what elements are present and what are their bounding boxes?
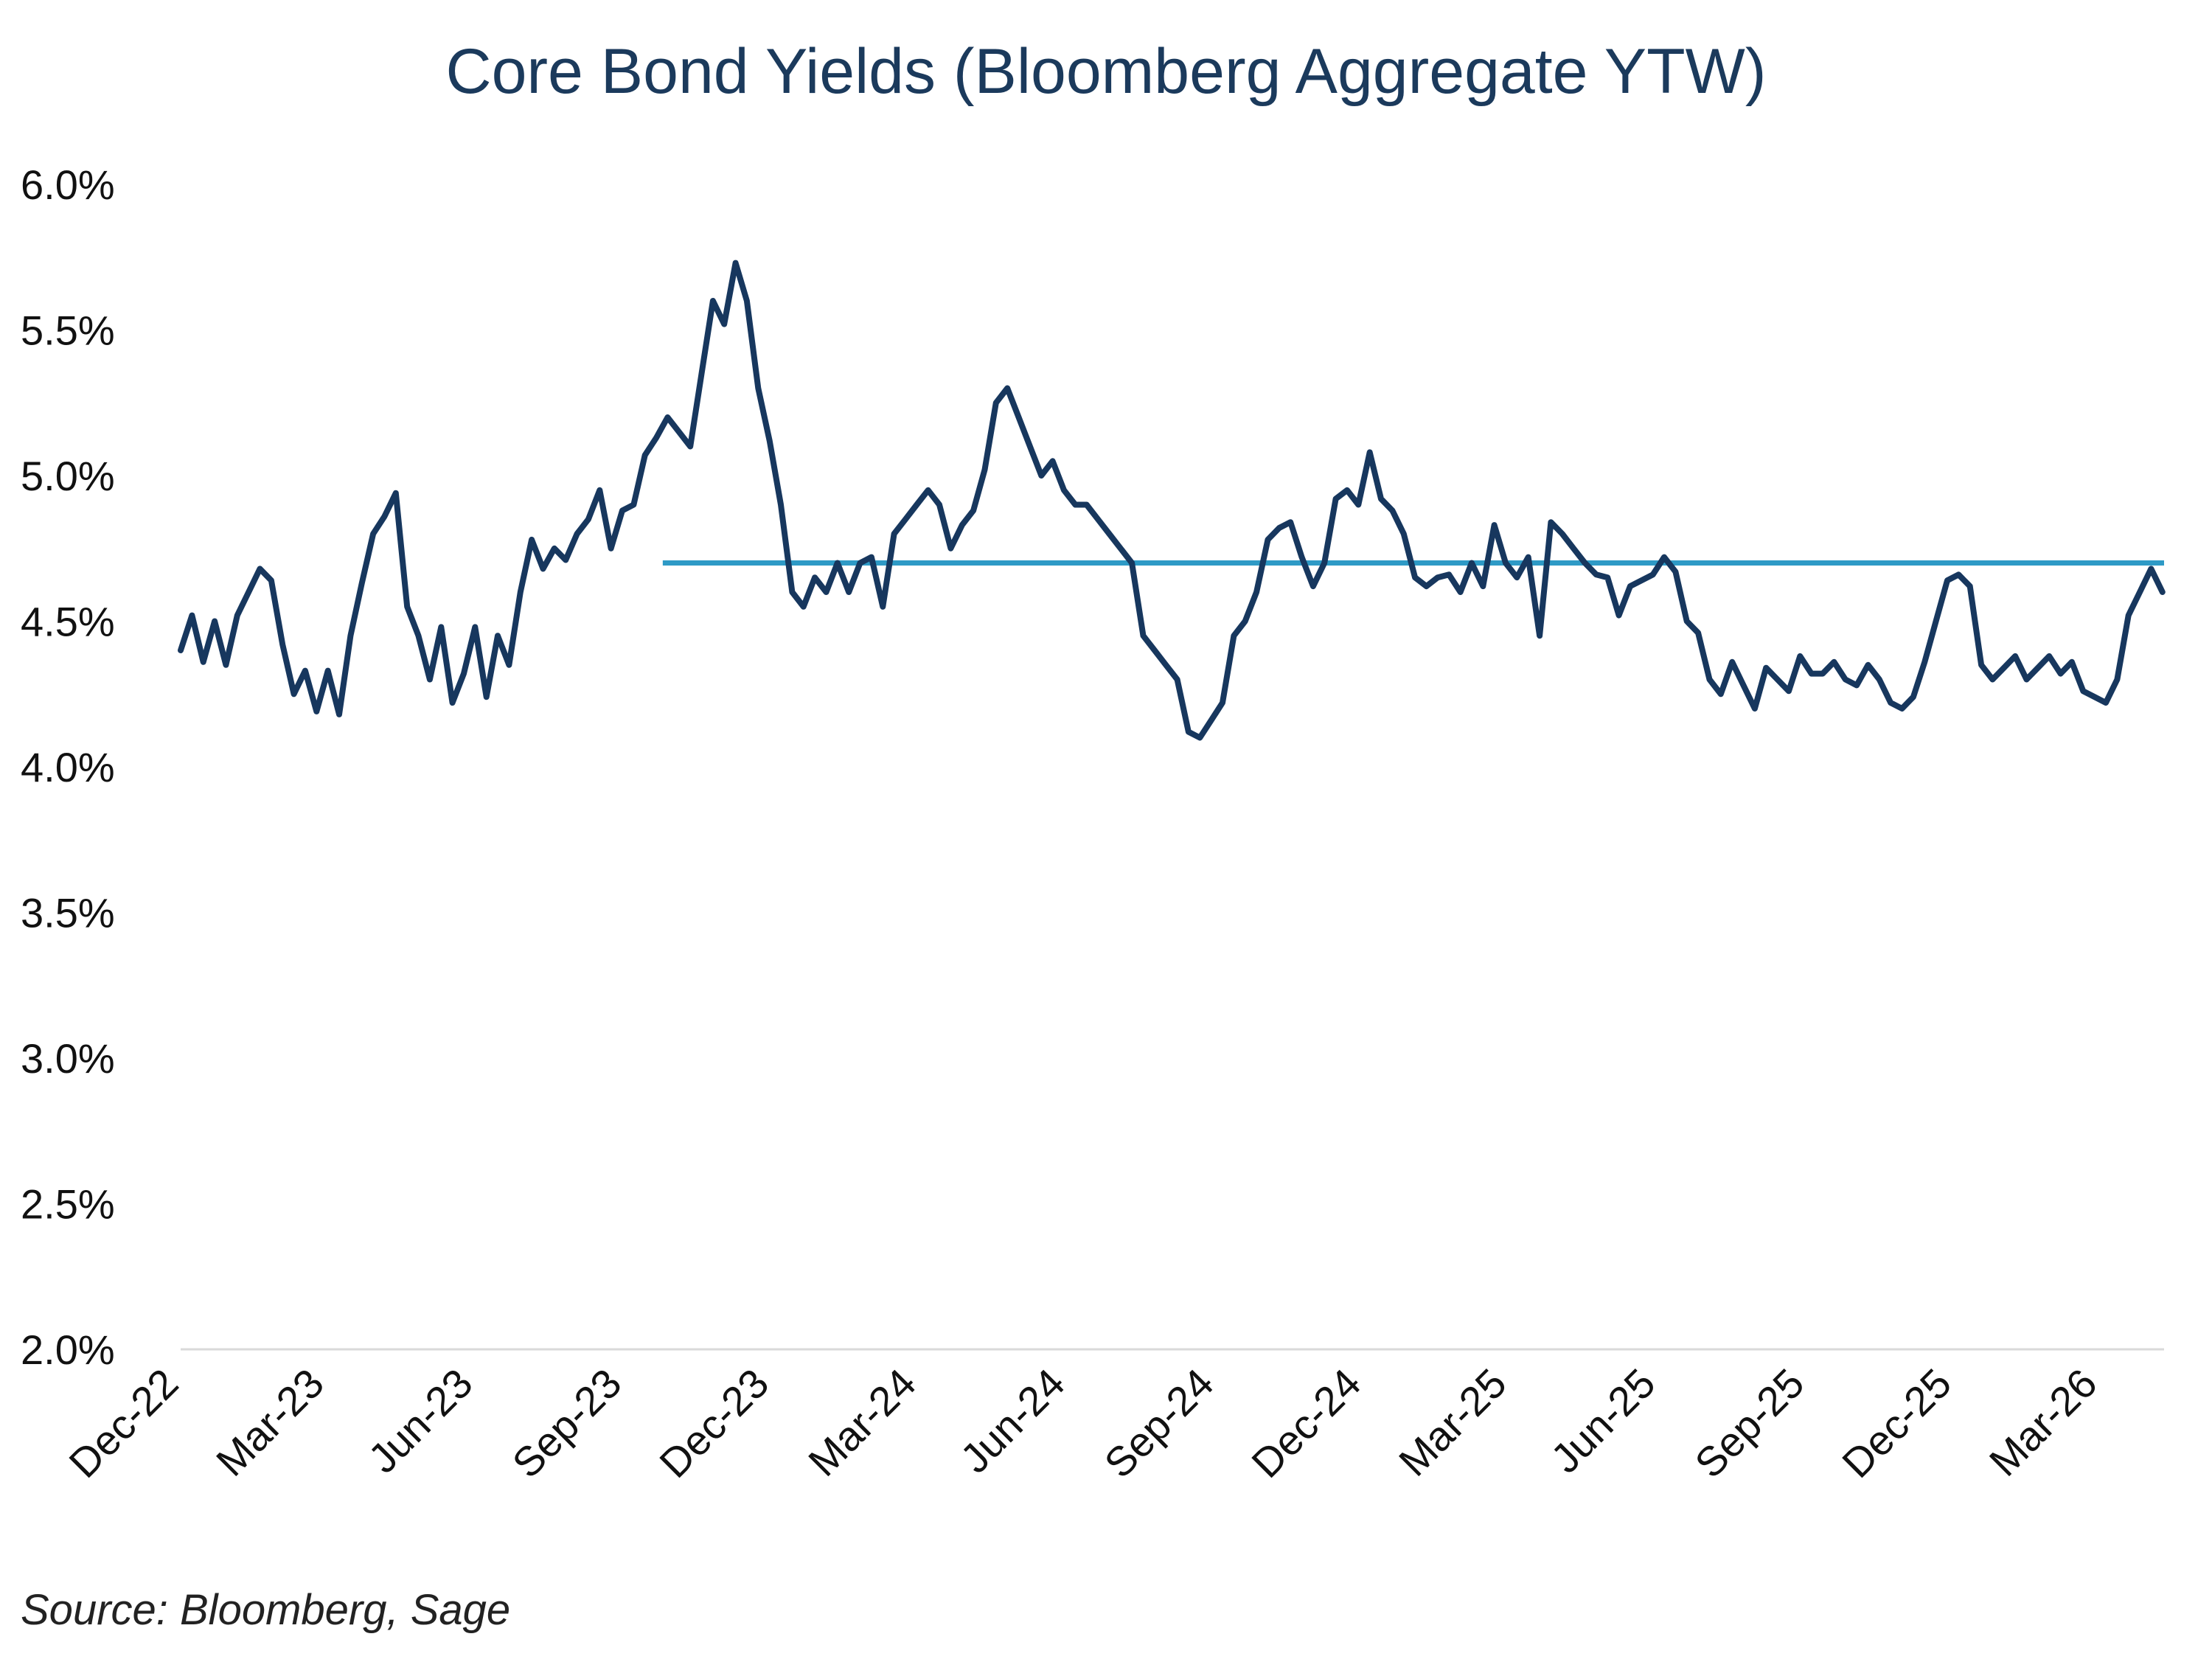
x-tick-label: Mar-24 [799,1360,925,1485]
y-tick-label: 2.5% [21,1181,115,1228]
x-tick-label: Jun-24 [951,1360,1074,1482]
y-tick-label: 5.5% [21,307,115,354]
x-tick-label: Jun-25 [1542,1360,1664,1482]
source-note: Source: Bloomberg, Sage [21,1586,511,1634]
y-tick-label: 5.0% [21,453,115,499]
x-tick-label: Dec-23 [650,1360,777,1486]
x-tick-label: Jun-23 [359,1360,481,1482]
y-axis-labels: 6.0% 5.5% 5.0% 4.5% 4.0% 3.5% 3.0% 2.5% 2.0% [21,161,115,1373]
series-line [178,260,2166,741]
y-tick-label: 4.5% [21,599,115,645]
x-tick-label: Dec-22 [60,1360,187,1486]
x-tick-label: Dec-25 [1833,1360,1960,1486]
y-tick-label: 4.0% [21,744,115,790]
y-tick-label: 2.0% [21,1326,115,1373]
x-axis-labels: Dec-22 Mar-23 Jun-23 Sep-23 Dec-23 Mar-24 Jun-… [60,1360,2105,1486]
x-tick-label: Sep-24 [1095,1360,1222,1486]
x-tick-label: Mar-26 [1980,1360,2106,1485]
y-tick-label: 6.0% [21,161,115,208]
chart-title: Core Bond Yields (Bloomberg Aggregate YT… [445,36,1767,107]
y-tick-label: 3.5% [21,890,115,936]
x-tick-label: Mar-25 [1390,1360,1515,1485]
x-tick-label: Dec-24 [1242,1360,1369,1486]
y-tick-label: 3.0% [21,1035,115,1082]
x-tick-label: Sep-25 [1686,1360,1812,1486]
x-tick-label: Mar-23 [207,1360,333,1485]
x-tick-label: Sep-23 [503,1360,630,1486]
